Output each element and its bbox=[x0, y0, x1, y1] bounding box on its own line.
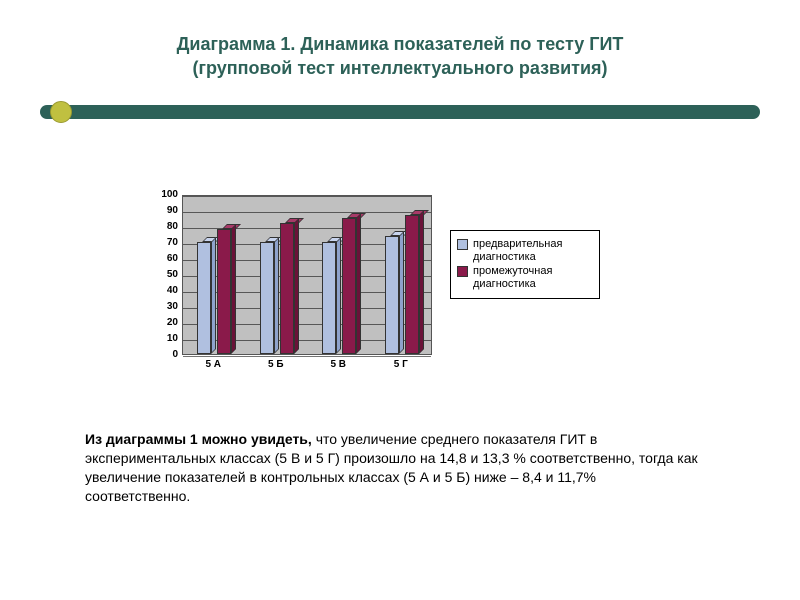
chart-xtick: 5 В bbox=[318, 359, 358, 370]
chart-bar bbox=[197, 242, 211, 354]
legend-swatch-icon bbox=[457, 239, 468, 250]
chart-ytick: 0 bbox=[142, 350, 178, 360]
chart-xtick: 5 Г bbox=[381, 359, 421, 370]
caption-lead: Из диаграммы 1 можно увидеть, bbox=[85, 431, 316, 447]
chart-bar bbox=[385, 236, 399, 354]
chart-gridline bbox=[183, 356, 431, 357]
chart-caption: Из диаграммы 1 можно увидеть, что увелич… bbox=[85, 430, 705, 506]
legend-swatch-icon bbox=[457, 266, 468, 277]
chart-ytick: 40 bbox=[142, 286, 178, 296]
legend-label: промежуточная диагностика bbox=[473, 265, 593, 290]
chart-plot-area bbox=[182, 195, 432, 355]
chart-ytick: 100 bbox=[142, 190, 178, 200]
chart-gridline bbox=[183, 196, 431, 197]
divider bbox=[0, 101, 800, 123]
chart-bar bbox=[342, 218, 356, 354]
legend-label: предварительная диагностика bbox=[473, 238, 593, 263]
chart-bar bbox=[280, 223, 294, 354]
chart-xtick: 5 Б bbox=[256, 359, 296, 370]
chart-bar bbox=[322, 242, 336, 354]
chart-legend: предварительная диагностика промежуточна… bbox=[450, 230, 600, 299]
chart-bar bbox=[217, 229, 231, 354]
chart-bar bbox=[405, 215, 419, 354]
chart-ytick: 70 bbox=[142, 238, 178, 248]
title-line-1: Диаграмма 1. Динамика показателей по тес… bbox=[177, 34, 624, 54]
git-chart: предварительная диагностика промежуточна… bbox=[140, 195, 650, 385]
chart-ytick: 50 bbox=[142, 270, 178, 280]
legend-item: промежуточная диагностика bbox=[457, 265, 593, 290]
page-title: Диаграмма 1. Динамика показателей по тес… bbox=[0, 0, 800, 89]
chart-xtick: 5 А bbox=[193, 359, 233, 370]
divider-line bbox=[40, 105, 760, 119]
legend-item: предварительная диагностика bbox=[457, 238, 593, 263]
chart-ytick: 80 bbox=[142, 222, 178, 232]
chart-ytick: 20 bbox=[142, 318, 178, 328]
chart-ytick: 60 bbox=[142, 254, 178, 264]
divider-dot-icon bbox=[50, 101, 72, 123]
chart-gridline bbox=[183, 212, 431, 213]
chart-bar bbox=[260, 242, 274, 354]
chart-ytick: 90 bbox=[142, 206, 178, 216]
chart-ytick: 30 bbox=[142, 302, 178, 312]
title-line-2: (групповой тест интеллектуального развит… bbox=[192, 58, 607, 78]
chart-ytick: 10 bbox=[142, 334, 178, 344]
